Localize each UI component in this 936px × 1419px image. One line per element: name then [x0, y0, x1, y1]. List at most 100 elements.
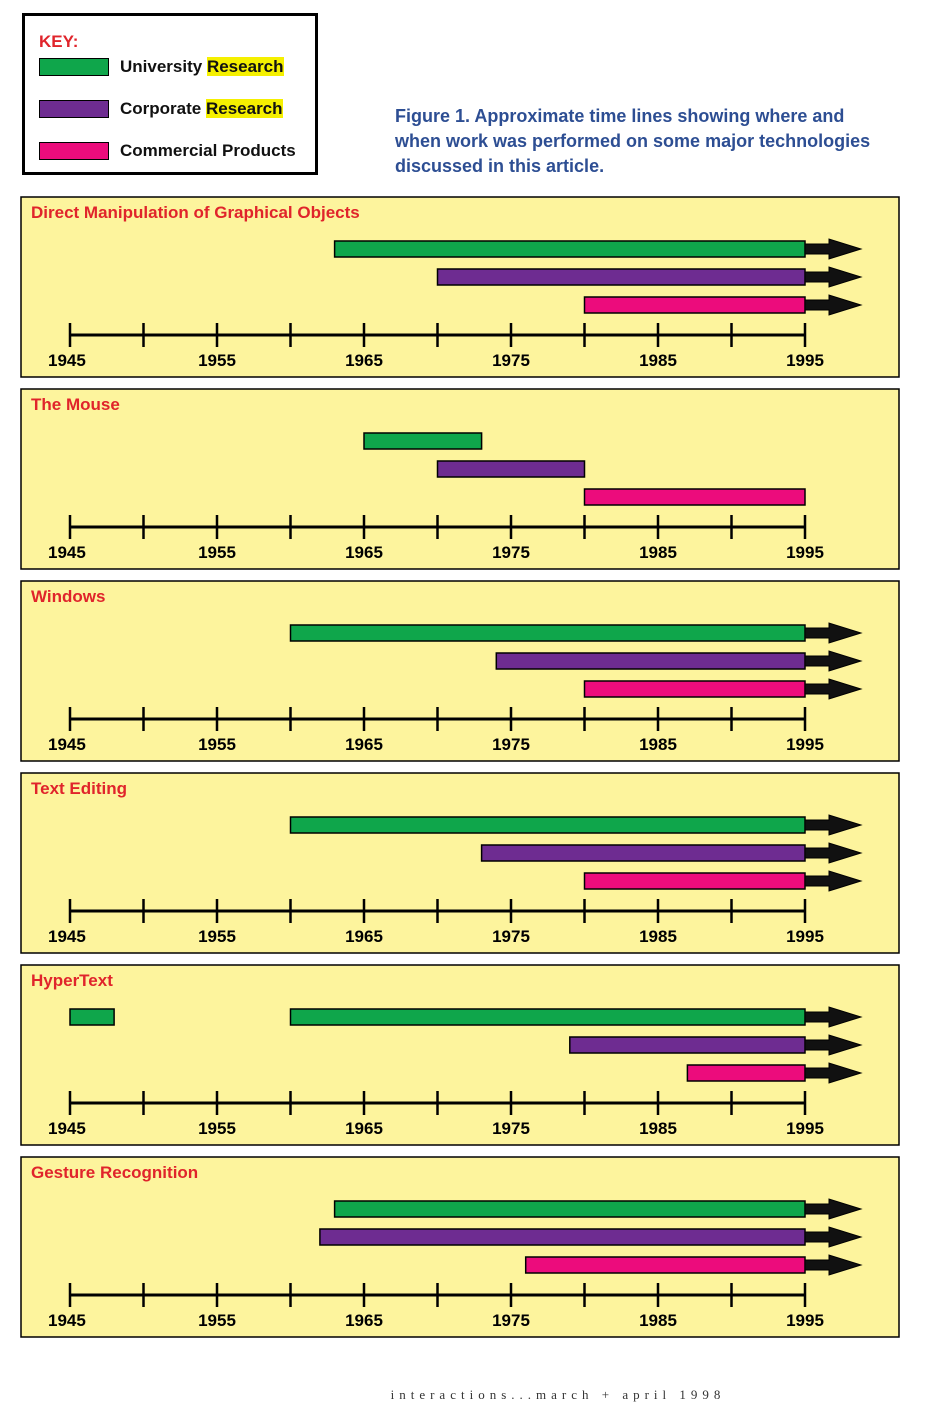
- panel-5-tick-label-1975: 1975: [492, 1119, 530, 1138]
- panel-1-arrow-commercial: [804, 294, 863, 316]
- legend-swatch-university: [39, 58, 109, 76]
- panel-6-background: [20, 1156, 900, 1338]
- legend-swatch-corporate: [39, 100, 109, 118]
- panel-3-bar-corporate: [495, 652, 806, 670]
- panel-2-tick-label-1975: 1975: [492, 543, 530, 562]
- panel-2-tick-label-1965: 1965: [345, 543, 383, 562]
- panel-6-arrow-university: [804, 1198, 863, 1220]
- panel-4-tick-label-1945: 1945: [48, 927, 86, 946]
- panel-5-bar-university-1: [69, 1008, 115, 1026]
- legend-item-commercial: Commercial Products: [39, 140, 296, 162]
- page-footer: interactions...march + april 1998: [390, 1387, 726, 1402]
- panel-4-tick-label-1975: 1975: [492, 927, 530, 946]
- panel-1-title: Direct Manipulation of Graphical Objects: [31, 203, 360, 222]
- panel-4-arrow-corporate: [804, 842, 863, 864]
- panel-6-tick-label-1965: 1965: [345, 1311, 383, 1330]
- panel-6-bar-commercial: [524, 1256, 806, 1274]
- panel-2: The Mouse 1945 1955 1965 1975 1985 1995: [20, 388, 900, 570]
- panel-3-tick-label-1995: 1995: [786, 735, 824, 754]
- panel-6-tick-label-1975: 1975: [492, 1311, 530, 1330]
- panel-4-title: Text Editing: [31, 779, 127, 798]
- panel-4-tick-label-1995: 1995: [786, 927, 824, 946]
- panel-3-title: Windows: [31, 587, 105, 606]
- legend-label-commercial: Commercial Products: [120, 141, 296, 161]
- panel-1-tick-label-1955: 1955: [198, 351, 236, 370]
- panel-1-tick-label-1945: 1945: [48, 351, 86, 370]
- panel-4-bar-commercial: [583, 872, 806, 890]
- panel-1-tick-label-1985: 1985: [639, 351, 677, 370]
- panel-3-tick-label-1955: 1955: [198, 735, 236, 754]
- panel-1-tick-label-1995: 1995: [786, 351, 824, 370]
- panel-1-bar-university: [333, 240, 806, 258]
- panel-3-tick-label-1975: 1975: [492, 735, 530, 754]
- panel-6-bar-university: [333, 1200, 806, 1218]
- legend-label-corporate-text: Corporate: [120, 99, 202, 118]
- panel-4-arrow-university: [804, 814, 863, 836]
- panel-2-tick-label-1995: 1995: [786, 543, 824, 562]
- panel-4-bar-university: [289, 816, 806, 834]
- legend-item-corporate: Corporate Research: [39, 98, 283, 120]
- panel-5-tick-label-1955: 1955: [198, 1119, 236, 1138]
- panel-5-tick-label-1995: 1995: [786, 1119, 824, 1138]
- panel-3-arrow-commercial: [804, 678, 863, 700]
- panel-1: Direct Manipulation of Graphical Objects…: [20, 196, 900, 378]
- legend-label-commercial-text: Commercial Products: [120, 141, 296, 160]
- panel-3-tick-label-1945: 1945: [48, 735, 86, 754]
- legend-box: KEY: University Research Corporate Resea…: [22, 13, 318, 175]
- panel-4-background: [20, 772, 900, 954]
- panel-1-background: [20, 196, 900, 378]
- panel-5-bar-corporate: [569, 1036, 806, 1054]
- panel-1-arrow-corporate: [804, 266, 863, 288]
- panel-5-arrow-commercial: [804, 1062, 863, 1084]
- panel-1-arrow-university: [804, 238, 863, 260]
- panel-1-tick-label-1975: 1975: [492, 351, 530, 370]
- panel-6-tick-label-1945: 1945: [48, 1311, 86, 1330]
- legend-label-university-text: University: [120, 57, 203, 76]
- panel-2-tick-label-1945: 1945: [48, 543, 86, 562]
- panel-2-bar-corporate: [436, 460, 586, 478]
- panel-6: Gesture Recognition 1945 1955 1965 1975 1985 1…: [20, 1156, 900, 1338]
- panel-2-tick-label-1955: 1955: [198, 543, 236, 562]
- panel-3-background: [20, 580, 900, 762]
- panel-5-arrow-corporate: [804, 1034, 863, 1056]
- panel-5-tick-label-1945: 1945: [48, 1119, 86, 1138]
- panel-3-bar-commercial: [583, 680, 806, 698]
- panel-5: HyperText 1945 1955 1965 1975 1985 1995: [20, 964, 900, 1146]
- panel-4-tick-label-1985: 1985: [639, 927, 677, 946]
- panel-2-background: [20, 388, 900, 570]
- panel-6-arrow-commercial: [804, 1254, 863, 1276]
- panel-4-arrow-commercial: [804, 870, 863, 892]
- panel-6-bar-corporate: [319, 1228, 806, 1246]
- panel-5-tick-label-1965: 1965: [345, 1119, 383, 1138]
- panel-2-bar-commercial: [583, 488, 806, 506]
- legend-swatch-commercial: [39, 142, 109, 160]
- panel-3-bar-university: [289, 624, 806, 642]
- legend-label-university-highlight: Research: [206, 57, 284, 76]
- legend-label-corporate: Corporate Research: [120, 99, 283, 119]
- panel-6-title: Gesture Recognition: [31, 1163, 198, 1182]
- panel-2-tick-label-1985: 1985: [639, 543, 677, 562]
- panel-5-bar-university-2: [289, 1008, 806, 1026]
- panel-2-bar-university: [363, 432, 483, 450]
- legend-label-university: University Research: [120, 57, 284, 77]
- panel-1-tick-label-1965: 1965: [345, 351, 383, 370]
- panel-6-tick-label-1985: 1985: [639, 1311, 677, 1330]
- panel-3-arrow-university: [804, 622, 863, 644]
- panel-5-bar-commercial: [686, 1064, 806, 1082]
- panel-3-arrow-corporate: [804, 650, 863, 672]
- legend-item-university: University Research: [39, 56, 284, 78]
- figure-caption: Figure 1. Approximate time lines showing…: [395, 106, 871, 176]
- panel-3-tick-label-1965: 1965: [345, 735, 383, 754]
- legend-title: KEY:: [39, 32, 79, 51]
- panel-6-tick-label-1995: 1995: [786, 1311, 824, 1330]
- panel-3: Windows 1945 1955 1965 1975 1985 1995: [20, 580, 900, 762]
- panel-2-title: The Mouse: [31, 395, 120, 414]
- panel-4-tick-label-1965: 1965: [345, 927, 383, 946]
- panel-5-title: HyperText: [31, 971, 113, 990]
- panel-5-background: [20, 964, 900, 1146]
- panel-4-bar-corporate: [480, 844, 806, 862]
- panel-5-arrow-university: [804, 1006, 863, 1028]
- panel-3-tick-label-1985: 1985: [639, 735, 677, 754]
- panel-4-tick-label-1955: 1955: [198, 927, 236, 946]
- panel-6-tick-label-1955: 1955: [198, 1311, 236, 1330]
